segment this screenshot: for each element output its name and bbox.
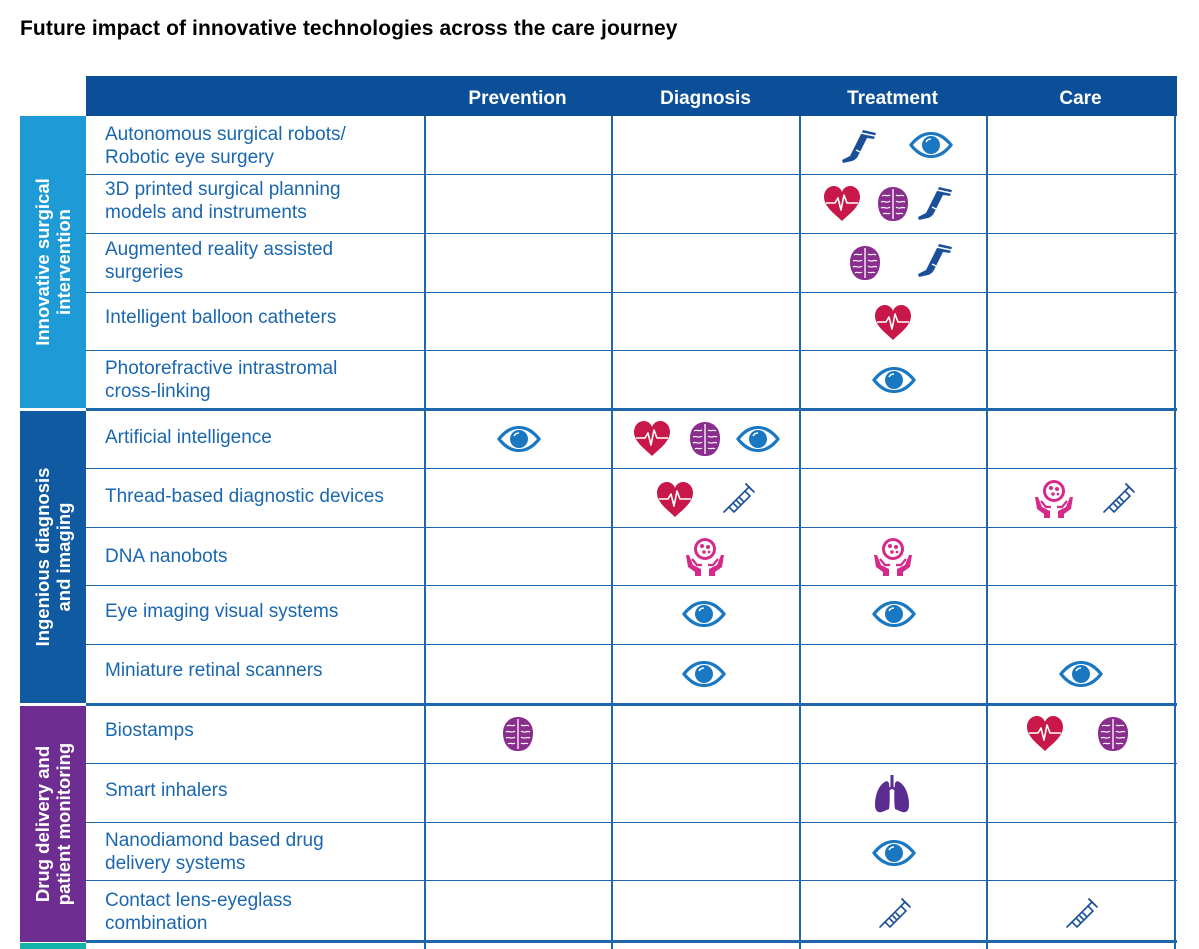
prosthetic-leg-icon (839, 127, 879, 167)
eye-icon (1057, 659, 1105, 689)
row-label-artificial-intelligence: Artificial intelligence (105, 427, 272, 448)
row-divider (86, 468, 1177, 469)
row-divider (86, 822, 1177, 823)
eye-icon (907, 130, 955, 160)
row-label-balloon-catheters: Intelligent balloon catheters (105, 307, 337, 328)
syringe-icon (718, 477, 758, 517)
row-divider (86, 527, 1177, 528)
row-divider (86, 880, 1177, 881)
row-label-augmented-reality: Augmented reality assisted surgeries (105, 239, 334, 283)
row-label-smart-inhalers: Smart inhalers (105, 780, 228, 801)
row-divider (86, 585, 1177, 586)
cell-hands-icon (871, 535, 915, 577)
syringe-icon (1098, 477, 1138, 517)
heart-icon (1025, 714, 1065, 754)
eye-icon (680, 599, 728, 629)
group-label-surgical: Innovative surgical intervention (32, 178, 74, 346)
prosthetic-leg-icon (915, 241, 955, 281)
brain-icon (1095, 714, 1131, 754)
cell-hands-icon (1032, 477, 1076, 519)
group-label-drug-delivery: Drug delivery and patient monitoring (32, 742, 74, 906)
group-band-diagnosis (20, 411, 86, 703)
prosthetic-leg-icon (915, 184, 955, 224)
group-divider (86, 703, 1177, 706)
group-divider (86, 408, 1177, 411)
eye-icon (870, 599, 918, 629)
row-divider (86, 644, 1177, 645)
row-label-3d-printed: 3D printed surgical planning models and i… (105, 179, 341, 223)
group-divider (86, 940, 1177, 943)
group-band-surgical (20, 116, 86, 408)
row-divider (86, 292, 1177, 293)
group-label-diagnosis: Ingenious diagnosis and imaging (32, 467, 74, 647)
column-divider (1174, 116, 1176, 949)
cell-hands-icon (683, 535, 727, 577)
brain-icon (500, 714, 536, 754)
column-divider (986, 116, 988, 949)
eye-icon (734, 424, 782, 454)
syringe-icon (1061, 892, 1101, 932)
column-header-diagnosis: Diagnosis (660, 88, 751, 109)
column-divider (799, 116, 801, 949)
column-header-treatment: Treatment (847, 88, 938, 109)
group-band-next (20, 943, 86, 949)
syringe-icon (874, 892, 914, 932)
eye-icon (495, 424, 543, 454)
column-divider (611, 116, 613, 949)
brain-icon (687, 419, 723, 459)
brain-icon (875, 184, 911, 224)
row-label-eye-imaging: Eye imaging visual systems (105, 601, 339, 622)
row-label-contact-lens: Contact lens-eyeglass combination (105, 890, 292, 934)
group-band-drug-delivery (20, 706, 86, 942)
column-header-prevention: Prevention (468, 88, 567, 109)
eye-icon (870, 838, 918, 868)
heart-icon (632, 419, 672, 459)
column-header-bar (86, 76, 1177, 116)
column-header-care: Care (1059, 88, 1102, 109)
row-label-biostamps: Biostamps (105, 720, 194, 741)
row-divider (86, 763, 1177, 764)
lungs-icon (872, 773, 912, 815)
heart-icon (655, 480, 695, 520)
column-divider (424, 116, 426, 949)
heart-icon (822, 184, 862, 224)
row-divider (86, 233, 1177, 234)
brain-icon (847, 243, 883, 283)
row-divider (86, 350, 1177, 351)
row-label-nanodiamond: Nanodiamond based drug delivery systems (105, 830, 324, 874)
row-divider (86, 174, 1177, 175)
row-label-dna-nanobots: DNA nanobots (105, 546, 228, 567)
row-label-retinal-scanners: Miniature retinal scanners (105, 660, 323, 681)
page-title: Future impact of innovative technologies… (20, 17, 678, 40)
eye-icon (680, 659, 728, 689)
heart-icon (873, 303, 913, 343)
row-label-thread-based: Thread-based diagnostic devices (105, 486, 384, 507)
eye-icon (870, 365, 918, 395)
row-label-surgical-robots: Autonomous surgical robots/Robotic eye s… (105, 124, 346, 168)
row-label-photorefractive: Photorefractive intrastromal cross-linkin… (105, 358, 338, 402)
